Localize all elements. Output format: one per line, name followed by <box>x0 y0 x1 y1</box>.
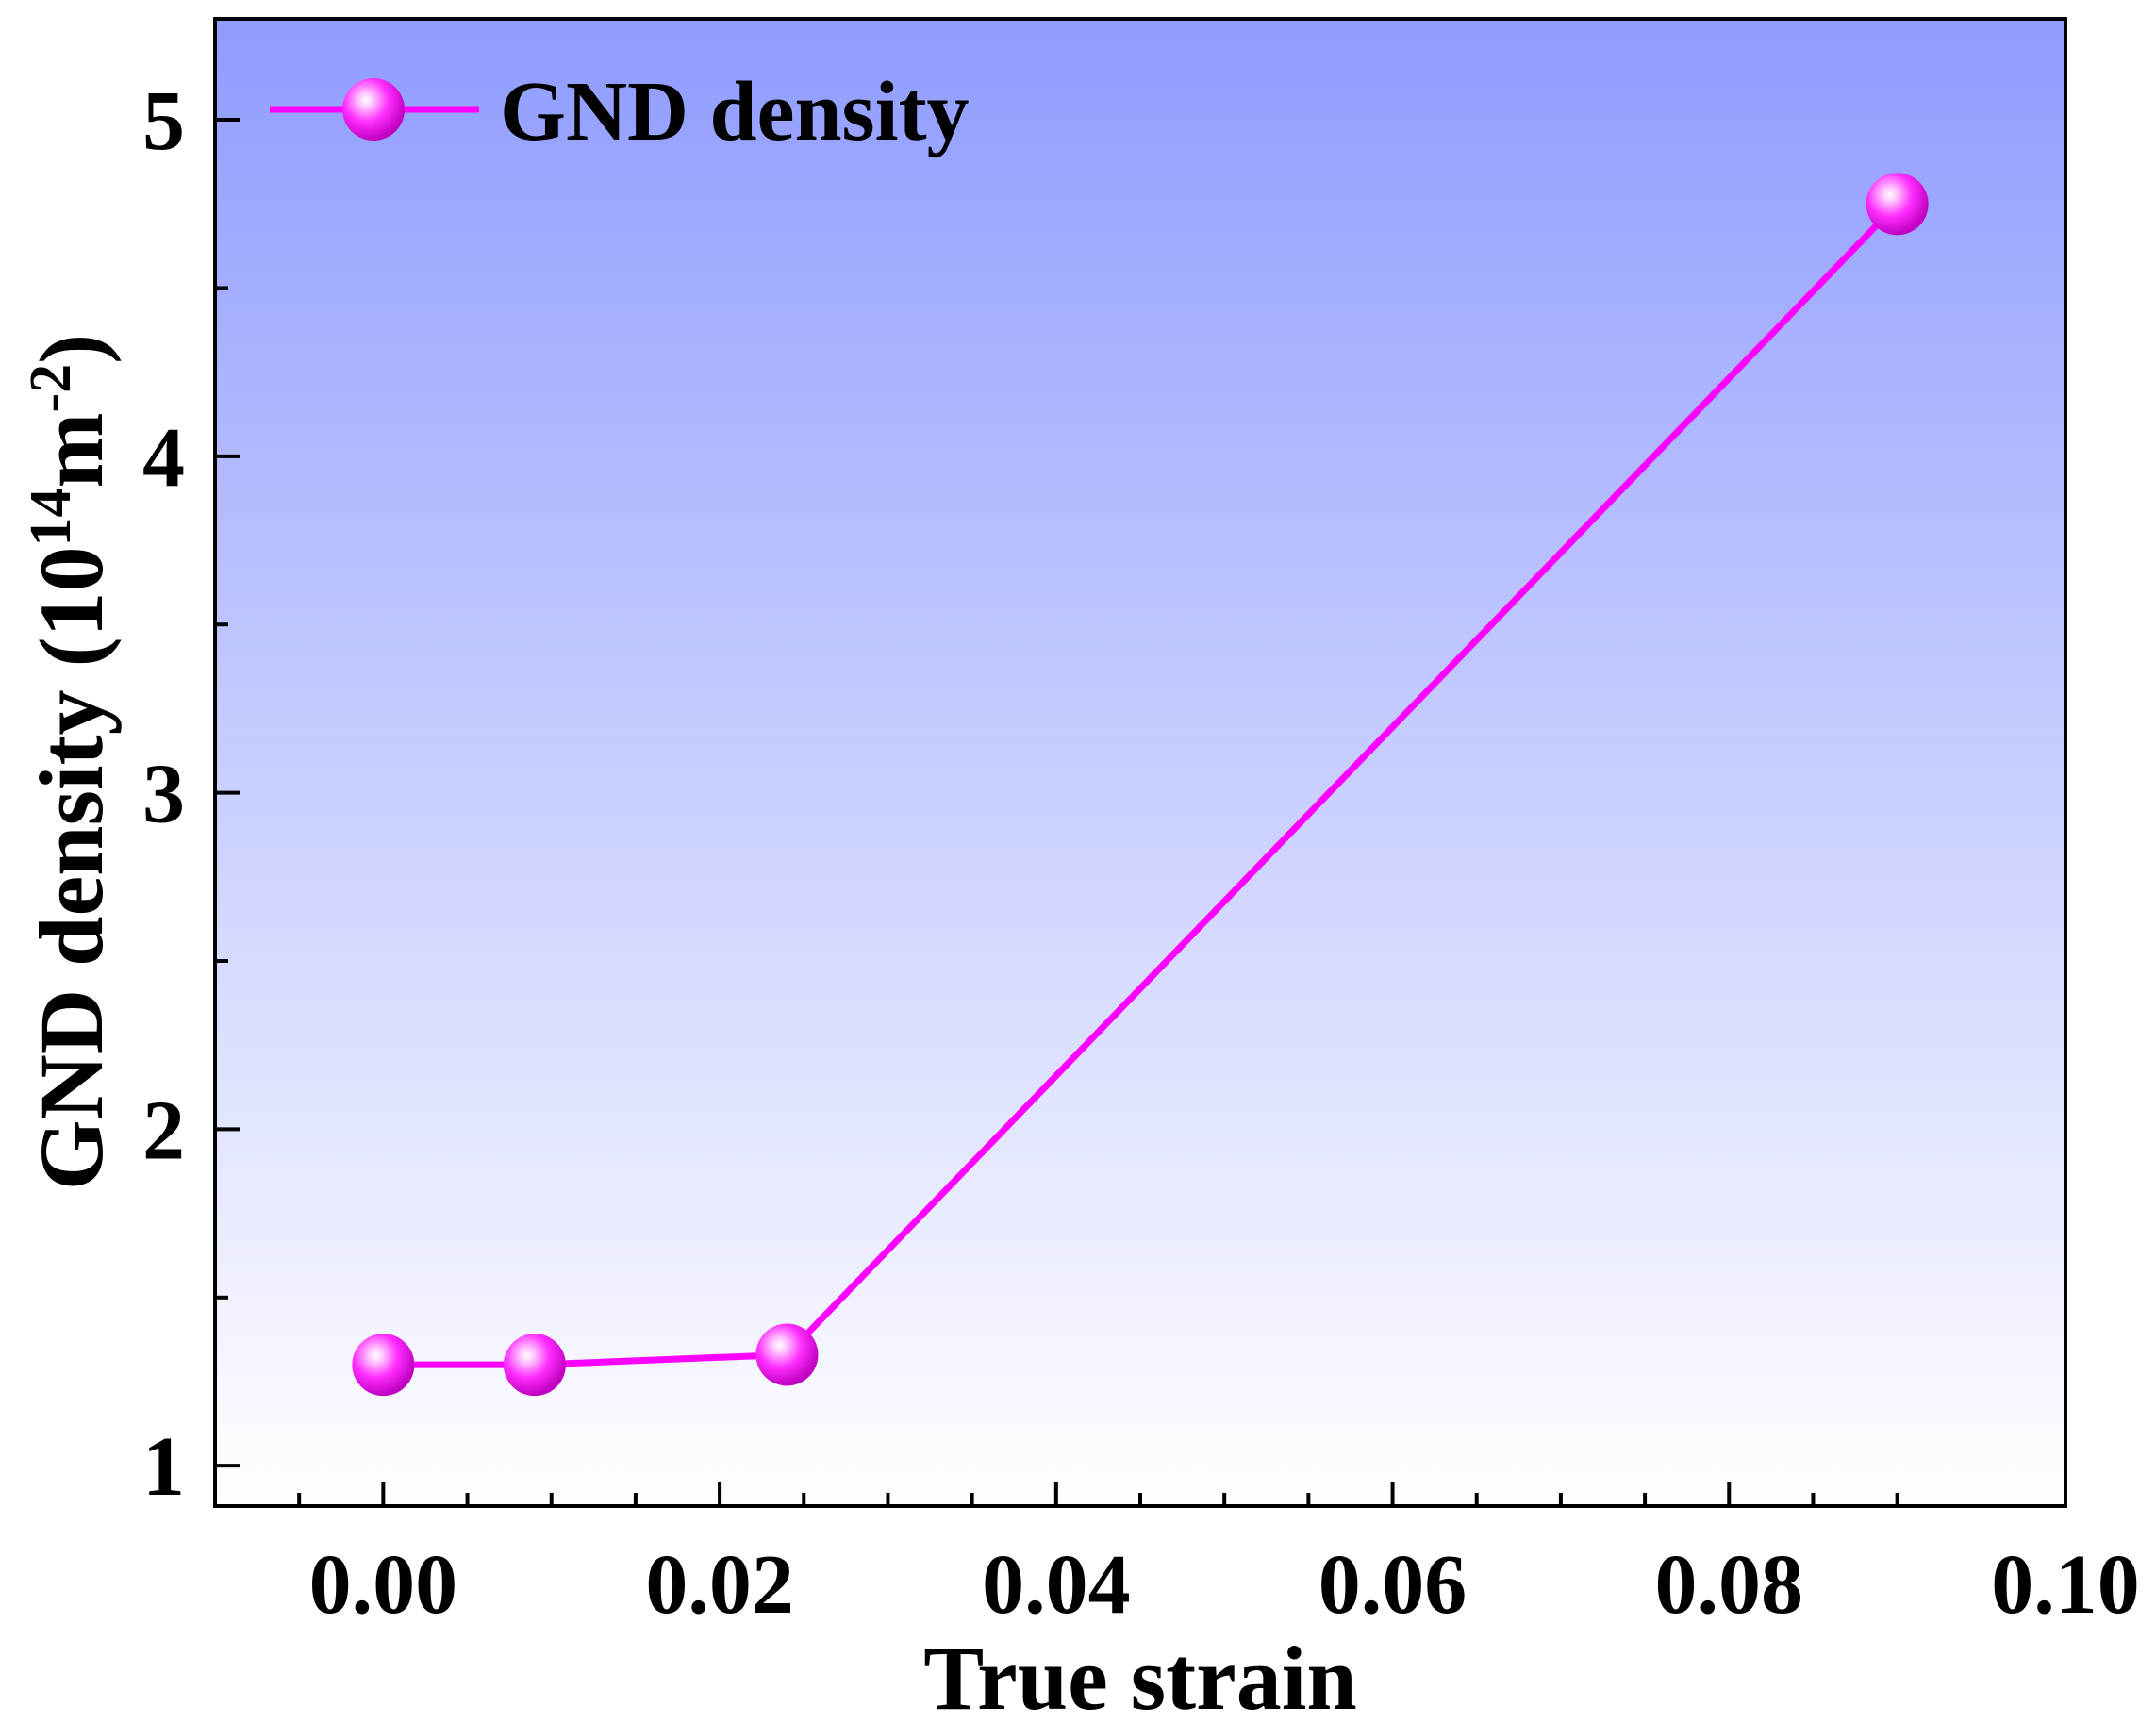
y-tick-label: 4 <box>142 411 185 505</box>
y-tick-label: 2 <box>142 1084 185 1177</box>
legend-marker <box>342 78 405 141</box>
y-axis-title: GND density (1014m-2) <box>19 334 122 1190</box>
x-tick-label: 0.04 <box>982 1538 1131 1632</box>
data-point <box>503 1334 566 1397</box>
x-tick-labels: 0.00 0.02 0.04 0.06 0.08 0.10 <box>309 1538 2140 1632</box>
x-tick-label: 0.08 <box>1655 1538 1804 1632</box>
legend-label: GND density <box>500 65 970 158</box>
data-point <box>1866 173 1929 236</box>
legend: GND density <box>270 65 970 158</box>
y-tick-labels: 1 2 3 4 5 <box>142 75 185 1514</box>
x-tick-label: 0.02 <box>645 1538 794 1632</box>
x-tick-label: 0.10 <box>1991 1538 2140 1632</box>
data-point <box>352 1334 415 1397</box>
x-tick-label: 0.00 <box>309 1538 458 1632</box>
y-tick-label: 1 <box>142 1420 185 1514</box>
series-layer <box>352 173 1929 1397</box>
plot-background <box>215 19 2065 1506</box>
y-tick-label: 5 <box>142 75 185 168</box>
axis-ticks <box>213 118 1899 1506</box>
series-line <box>383 201 1900 1368</box>
plot-frame <box>213 17 2067 1508</box>
data-point <box>755 1323 819 1386</box>
x-tick-label: 0.06 <box>1318 1538 1468 1632</box>
y-tick-label: 3 <box>142 748 185 841</box>
x-axis-title: True strain <box>923 1628 1357 1723</box>
